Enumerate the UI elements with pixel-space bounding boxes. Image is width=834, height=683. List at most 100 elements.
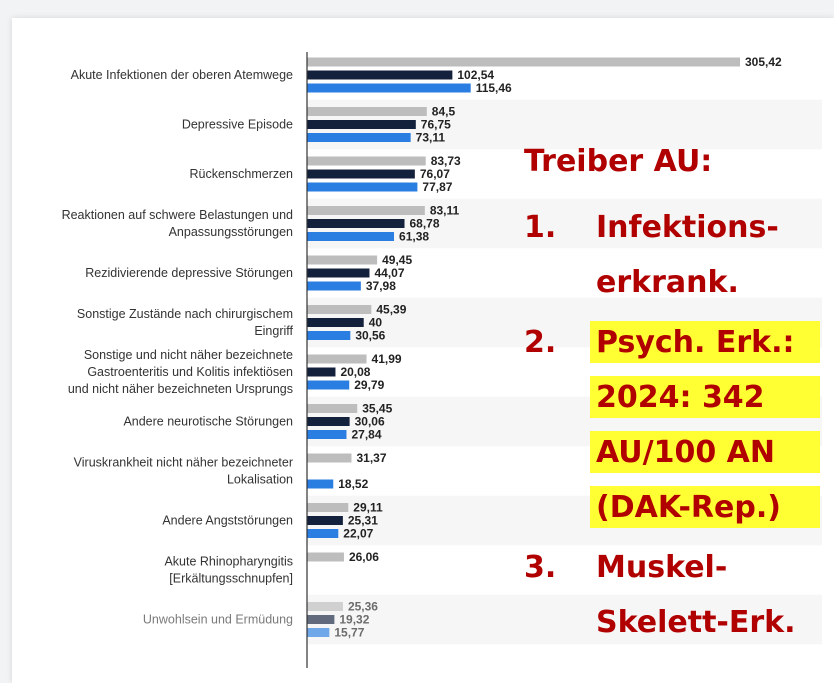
bar	[307, 182, 418, 192]
category-label: Depressive Episode	[182, 118, 293, 132]
annotation-line: Muskel-	[596, 550, 727, 585]
bar	[307, 268, 370, 278]
bar	[307, 380, 350, 390]
value-label: 30,06	[355, 415, 385, 429]
value-label: 115,46	[476, 81, 512, 95]
annotation-line: Psych. Erk.:	[596, 325, 795, 360]
bar	[307, 552, 344, 562]
row: Rezidivierende depressive Störungen 49,45…	[85, 253, 412, 293]
category-label: Viruskrankheit nicht näher bezeichneter L…	[74, 456, 293, 487]
bar	[307, 529, 339, 538]
value-label: 25,31	[348, 514, 378, 528]
bar	[307, 83, 471, 93]
bar	[307, 331, 351, 340]
value-label: 29,11	[353, 501, 383, 515]
highlight	[590, 376, 820, 418]
bar	[307, 219, 405, 228]
bar	[307, 57, 740, 67]
value-label: 37,98	[366, 279, 396, 293]
value-label: 27,84	[351, 428, 381, 442]
value-label: 18,52	[338, 477, 368, 491]
bar	[307, 516, 343, 525]
value-label: 305,42	[745, 55, 782, 69]
value-label: 30,56	[355, 329, 385, 343]
bar	[307, 169, 415, 179]
category-label: Reaktionen auf schwere Belastungen und An…	[62, 208, 293, 239]
bar	[307, 367, 336, 377]
annotation-line: (DAK-Rep.)	[596, 490, 781, 525]
value-label: 76,07	[420, 167, 450, 181]
value-label: 83,11	[430, 204, 460, 218]
annotation-line: Skelett-Erk.	[596, 605, 796, 640]
bar	[307, 120, 416, 129]
annotation-line: Infektions-	[596, 210, 779, 245]
row: Akute Infektionen der oberen Atemwege 305…	[71, 55, 782, 95]
value-label: 102,54	[457, 68, 494, 82]
bar	[307, 479, 334, 489]
highlight	[590, 431, 820, 473]
bar	[307, 133, 411, 142]
row: Andere neurotische Störungen 35,4530,0627…	[123, 402, 392, 442]
bar	[307, 318, 364, 327]
bar	[307, 503, 349, 512]
value-label: 77,87	[422, 180, 452, 194]
row-stripe	[307, 594, 822, 645]
annotation-line: 2024: 342	[596, 380, 765, 415]
value-label: 31,37	[356, 451, 386, 465]
category-label: Akute Rhinopharyngitis [Erkältungsschnupf…	[164, 555, 293, 586]
value-label: 20,08	[340, 365, 370, 379]
highlight	[590, 486, 820, 528]
annotation-line: AU/100 AN	[596, 435, 775, 470]
category-label: Akute Infektionen der oberen Atemwege	[71, 68, 293, 82]
annotation-number: 3.	[524, 550, 556, 585]
value-label: 35,45	[362, 402, 392, 416]
row: Akute Rhinopharyngitis [Erkältungsschnupf…	[164, 550, 379, 586]
value-label: 45,39	[376, 303, 406, 317]
row: Viruskrankheit nicht näher bezeichneter L…	[74, 451, 387, 491]
category-label: Sonstige Zustände nach chirurgischem Eing…	[77, 307, 294, 338]
bar	[307, 232, 395, 241]
bar	[307, 417, 350, 426]
bar	[307, 70, 453, 80]
bar	[307, 206, 425, 215]
bar	[307, 281, 361, 291]
category-label: Rückenschmerzen	[189, 167, 293, 181]
annotation-title: Treiber AU:	[524, 144, 712, 179]
category-label: Sonstige und nicht näher bezeichnete Gast…	[68, 348, 293, 396]
value-label: 22,07	[343, 527, 373, 541]
value-label: 44,07	[374, 266, 404, 280]
value-label: 40	[369, 316, 383, 330]
value-label: 76,75	[421, 118, 451, 132]
value-label: 84,5	[432, 105, 456, 119]
value-label: 41,99	[372, 352, 402, 366]
value-label: 19,32	[339, 613, 369, 627]
value-label: 68,78	[410, 217, 440, 231]
row: Sonstige Zustände nach chirurgischem Eing…	[77, 303, 407, 343]
bar	[307, 305, 372, 314]
value-label: 83,73	[431, 154, 461, 168]
highlight	[590, 321, 820, 363]
bar	[307, 354, 367, 364]
bar	[307, 156, 426, 166]
bar	[307, 430, 347, 439]
row: Sonstige und nicht näher bezeichnete Gast…	[68, 348, 402, 396]
value-label: 29,79	[354, 378, 384, 392]
bar	[307, 107, 427, 116]
annotation-number: 2.	[524, 325, 556, 360]
row: Reaktionen auf schwere Belastungen und An…	[62, 204, 460, 244]
value-label: 49,45	[382, 253, 412, 267]
bar	[307, 602, 343, 611]
bar	[307, 628, 330, 637]
category-label: Andere neurotische Störungen	[123, 415, 293, 429]
category-label: Andere Angststörungen	[162, 514, 293, 528]
value-label: 73,11	[416, 131, 446, 145]
value-label: 15,77	[334, 626, 364, 640]
bar	[307, 453, 352, 463]
bar	[307, 255, 378, 265]
bar	[307, 404, 358, 413]
value-label: 61,38	[399, 230, 429, 244]
